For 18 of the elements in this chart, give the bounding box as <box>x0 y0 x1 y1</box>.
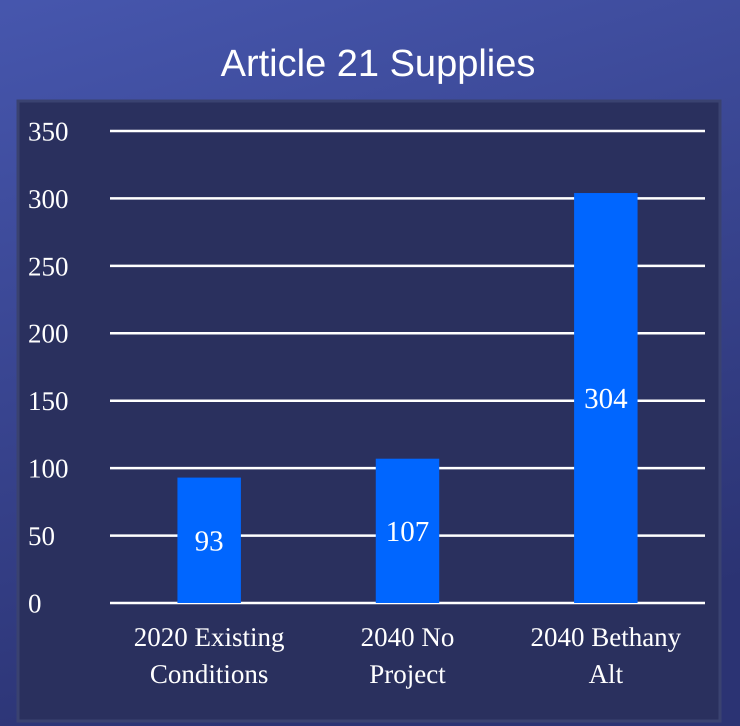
data-label: 304 <box>584 383 628 416</box>
bar <box>376 458 440 603</box>
x-tick-label: 2020 Existing Conditions <box>134 622 285 689</box>
y-tick-label: 300 <box>28 184 68 214</box>
y-tick-label: 100 <box>28 454 68 484</box>
bar <box>574 193 638 603</box>
data-label: 93 <box>194 525 224 558</box>
x-tick-label: 2040 No Project <box>360 622 454 689</box>
y-tick-label: 50 <box>28 521 55 552</box>
y-tick-label: 350 <box>28 116 68 146</box>
y-tick-label: 250 <box>28 251 68 282</box>
data-label: 107 <box>386 516 430 548</box>
bar <box>177 478 241 603</box>
y-tick-label: 150 <box>28 386 68 416</box>
y-tick-label: 200 <box>28 318 68 349</box>
x-tick-label: 2040 Bethany Alt <box>530 622 682 689</box>
chart-title: Article 21 Supplies <box>220 43 536 85</box>
y-tick-label: 0 <box>28 588 42 618</box>
